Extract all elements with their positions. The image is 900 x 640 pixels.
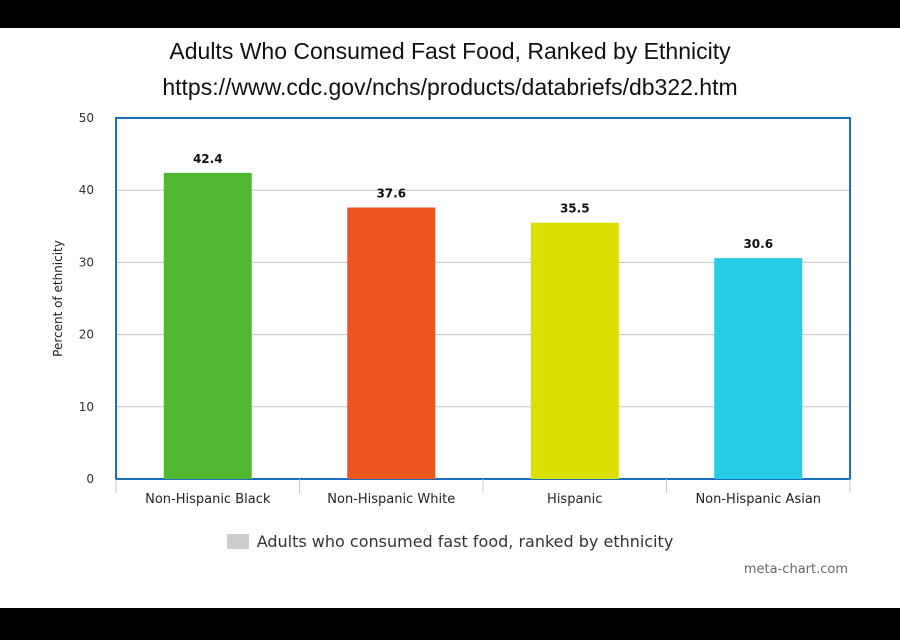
data-label: 30.6 — [743, 237, 773, 251]
legend-swatch — [226, 534, 249, 549]
chart-title: Adults Who Consumed Fast Food, Ranked by… — [169, 38, 731, 64]
y-tick-label: 0 — [86, 472, 94, 486]
data-label: 35.5 — [560, 202, 590, 216]
legend-label: Adults who consumed fast food, ranked by… — [256, 532, 674, 551]
y-axis-label: Percent of ethnicity — [51, 240, 65, 357]
y-tick-label: 50 — [79, 111, 94, 125]
bar[interactable] — [530, 222, 619, 479]
data-label: 42.4 — [193, 152, 223, 166]
y-tick-label: 20 — [79, 328, 94, 342]
legend[interactable]: Adults who consumed fast food, ranked by… — [0, 532, 900, 551]
bar[interactable] — [347, 207, 436, 479]
bar[interactable] — [163, 172, 252, 479]
chart-subtitle: https://www.cdc.gov/nchs/products/databr… — [162, 74, 738, 100]
x-tick-label: Non-Hispanic Asian — [695, 492, 821, 507]
x-tick-label: Hispanic — [547, 492, 602, 507]
credit-text: meta-chart.com — [743, 562, 848, 577]
x-tick-label: Non-Hispanic White — [327, 492, 455, 507]
y-tick-label: 10 — [79, 400, 94, 414]
y-tick-label: 30 — [79, 255, 94, 269]
chart-canvas: Adults Who Consumed Fast Food, Ranked by… — [0, 28, 900, 608]
y-tick-label: 40 — [79, 183, 94, 197]
data-label: 37.6 — [376, 187, 406, 201]
bar[interactable] — [714, 258, 803, 479]
bar-chart: 0 10 20 30 40 50 Percent of ethnicity 42.4 Non-H… — [51, 111, 851, 507]
x-tick-label: Non-Hispanic Black — [145, 492, 271, 507]
